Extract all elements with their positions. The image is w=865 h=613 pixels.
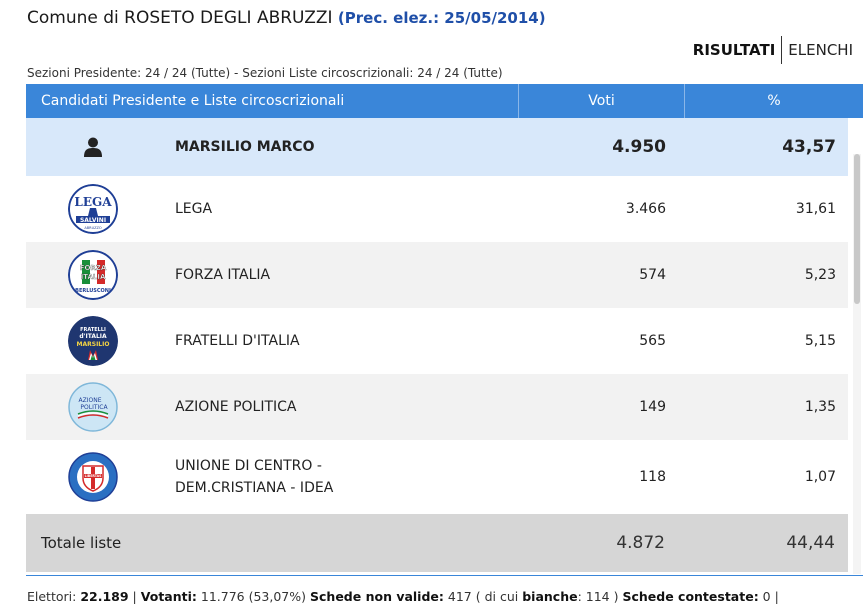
list-name: UNIONE DI CENTRO - DEM.CRISTIANA - IDEA: [160, 455, 520, 499]
svg-text:FORZA: FORZA: [80, 264, 107, 272]
list-name: FRATELLI D'ITALIA: [175, 333, 300, 349]
list-row: AZIONE POLITICA AZIONE POLITICA 149 1,35: [26, 374, 848, 440]
header-name: Candidati Presidente e Liste circoscrizi…: [26, 84, 519, 118]
page-title: Comune di ROSETO DEGLI ABRUZZI (Prec. el…: [27, 8, 546, 28]
sections-info: Sezioni Presidente: 24 / 24 (Tutte) - Se…: [27, 66, 503, 80]
municipality-title: Comune di ROSETO DEGLI ABRUZZI: [27, 8, 333, 28]
schede-nv-value: 417 ( di cui: [447, 589, 519, 604]
table-scrollbar[interactable]: [853, 154, 861, 574]
list-voti: 574: [639, 267, 666, 283]
svg-text:ITALIA: ITALIA: [81, 273, 106, 281]
azione-politica-logo: AZIONE POLITICA: [68, 382, 118, 432]
svg-text:d'ITALIA: d'ITALIA: [79, 333, 107, 340]
forza-italia-logo: FORZA ITALIA BERLUSCONI: [68, 250, 118, 300]
svg-text:BERLUSCONI: BERLUSCONI: [75, 288, 111, 294]
list-row: LIBERTAS UNIONE DI CENTRO - DEM.CRISTIAN…: [26, 440, 848, 514]
candidate-row: MARSILIO MARCO 4.950 43,57: [26, 118, 848, 176]
fratelli-italia-logo: FRATELLI d'ITALIA MARSILIO: [68, 316, 118, 366]
list-row: LEGA SALVINI ABRUZZO LEGA 3.466 31,61: [26, 176, 848, 242]
contestate-label: Schede contestate:: [622, 589, 759, 604]
total-row: Totale liste 4.872 44,44: [26, 514, 848, 572]
votanti-value: 11.776 (53,07%): [200, 589, 307, 604]
svg-text:SALVINI: SALVINI: [80, 217, 106, 224]
list-pct: 1,07: [804, 469, 836, 485]
svg-text:ABRUZZO: ABRUZZO: [84, 226, 102, 230]
table-divider: [26, 575, 863, 576]
list-row: FRATELLI d'ITALIA MARSILIO FRATELLI D'IT…: [26, 308, 848, 374]
udc-logo: LIBERTAS: [68, 452, 118, 502]
table-body: MARSILIO MARCO 4.950 43,57 LEGA SALVINI …: [26, 118, 863, 574]
list-name-line2: DEM.CRISTIANA - IDEA: [175, 480, 334, 496]
bianche-label: bianche: [522, 589, 578, 604]
svg-text:LIBERTAS: LIBERTAS: [85, 474, 103, 478]
header-voti: Voti: [519, 84, 685, 118]
contestate-value: 0 |: [762, 589, 779, 604]
list-name: FORZA ITALIA: [175, 267, 271, 283]
elettori-value: 22.189: [80, 589, 129, 604]
list-row: FORZA ITALIA BERLUSCONI FORZA ITALIA 574…: [26, 242, 848, 308]
list-voti: 3.466: [625, 201, 666, 217]
list-pct: 5,23: [804, 267, 836, 283]
view-tabs: RISULTATI ELENCHI: [687, 36, 859, 64]
user-icon: [84, 137, 102, 157]
list-voti: 565: [639, 333, 666, 349]
votanti-label: Votanti:: [140, 589, 197, 604]
schede-nv-label: Schede non valide:: [310, 589, 444, 604]
bianche-value: : 114 ): [577, 589, 619, 604]
svg-text:FRATELLI: FRATELLI: [80, 327, 106, 333]
list-name: AZIONE POLITICA: [175, 399, 297, 415]
table-header: Candidati Presidente e Liste circoscrizi…: [26, 84, 863, 118]
list-pct: 31,61: [795, 201, 836, 217]
svg-text:POLITICA: POLITICA: [80, 404, 108, 411]
svg-text:AZIONE: AZIONE: [79, 397, 102, 404]
previous-election-link[interactable]: (Prec. elez.: 25/05/2014): [337, 9, 546, 27]
svg-text:MARSILIO: MARSILIO: [77, 341, 110, 348]
list-voti: 149: [639, 399, 666, 415]
list-name-line1: UNIONE DI CENTRO -: [175, 458, 322, 474]
list-pct: 5,15: [804, 333, 836, 349]
footer-stats: Elettori: 22.189 | Votanti: 11.776 (53,0…: [27, 589, 779, 604]
scrollbar-thumb[interactable]: [854, 154, 860, 304]
total-voti: 4.872: [616, 533, 665, 553]
header-pct: %: [767, 93, 781, 109]
total-label: Totale liste: [41, 534, 122, 552]
candidate-pct: 43,57: [782, 137, 836, 157]
svg-text:LEGA: LEGA: [74, 195, 112, 209]
candidate-name: MARSILIO MARCO: [175, 139, 315, 155]
list-pct: 1,35: [804, 399, 836, 415]
results-table: Candidati Presidente e Liste circoscrizi…: [26, 84, 863, 574]
candidate-voti: 4.950: [612, 137, 666, 157]
tab-risultati[interactable]: RISULTATI: [687, 36, 783, 64]
list-name: LEGA: [175, 201, 213, 217]
tab-elenchi[interactable]: ELENCHI: [788, 41, 853, 59]
elettori-label: Elettori:: [27, 589, 77, 604]
list-voti: 118: [639, 469, 666, 485]
lega-logo: LEGA SALVINI ABRUZZO: [68, 184, 118, 234]
total-pct: 44,44: [786, 533, 835, 553]
